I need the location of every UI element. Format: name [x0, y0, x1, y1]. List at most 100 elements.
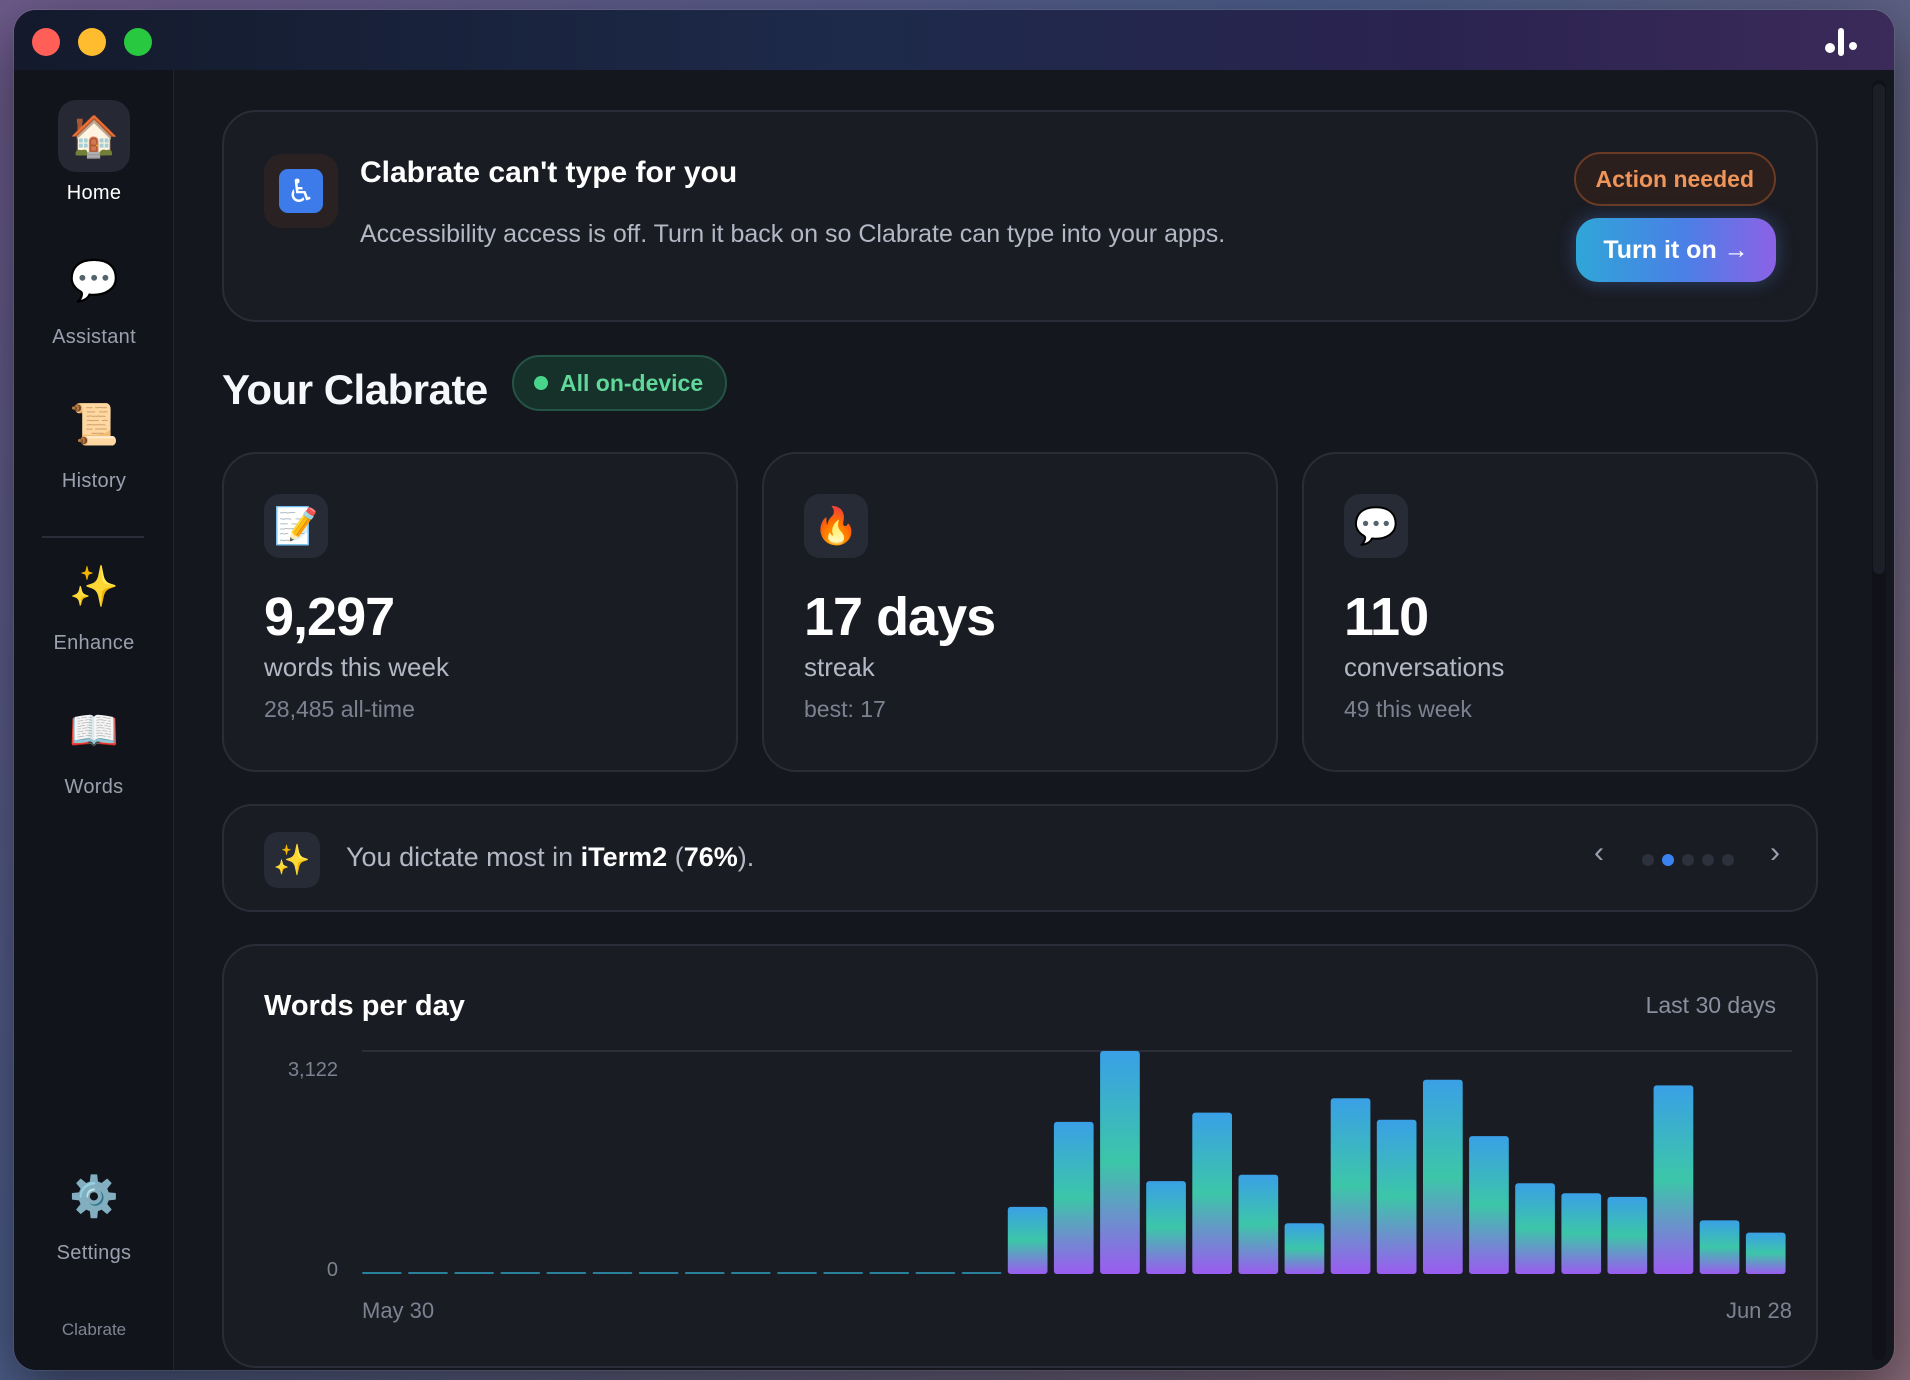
- insight-app-name: iTerm2: [580, 842, 668, 872]
- sidebar-item-label: Settings: [56, 1242, 132, 1264]
- sidebar-item-label: Words: [64, 776, 124, 798]
- status-pill-label: All on-device: [560, 370, 704, 396]
- x-axis-end-label: Jun 28: [1726, 1298, 1792, 1323]
- chart-bar[interactable]: [777, 1272, 817, 1274]
- alert-title: Clabrate can't type for you: [360, 156, 738, 189]
- sidebar-item-label: History: [61, 470, 127, 492]
- chart-bar[interactable]: [1192, 1112, 1232, 1274]
- insight-suffix: ).: [737, 842, 755, 872]
- chart-bar[interactable]: [1238, 1174, 1279, 1274]
- pagination-dot[interactable]: [1662, 854, 1674, 866]
- action-needed-badge: Action needed: [1573, 152, 1776, 206]
- zoom-window-button[interactable]: [124, 28, 152, 56]
- chart-bar[interactable]: [362, 1272, 402, 1274]
- chart-bars: [362, 1051, 1786, 1274]
- insight-text: You dictate most in iTerm2 (76%).: [346, 842, 754, 873]
- chart-bar[interactable]: [1100, 1051, 1140, 1274]
- chart-bar[interactable]: [869, 1272, 910, 1274]
- insight-card: ✨ You dictate most in iTerm2 (76%). ‹ ›: [222, 804, 1818, 912]
- chart-bar[interactable]: [1330, 1098, 1371, 1274]
- chart-bar[interactable]: [546, 1272, 587, 1274]
- y-axis-max-label: 3,122: [288, 1059, 338, 1081]
- insight-next-button[interactable]: ›: [1770, 836, 1780, 869]
- brand-footer: Clabrate: [61, 1320, 127, 1339]
- sidebar-item-settings[interactable]: ⚙️ Settings: [14, 1160, 174, 1265]
- insight-percent: 76%: [683, 842, 738, 872]
- sidebar-item-history[interactable]: 📜 History: [14, 388, 174, 493]
- chart-bar[interactable]: [454, 1272, 494, 1274]
- words-per-day-chart: 3,122 0 May 30 Jun 28: [288, 1050, 1792, 1323]
- alert-icon-container: ♿: [264, 154, 338, 228]
- chart-bar[interactable]: [961, 1272, 1002, 1274]
- section-title: Your Clabrate: [222, 366, 488, 413]
- sidebar-item-words[interactable]: 📖 Words: [14, 694, 174, 799]
- chart-bar[interactable]: [823, 1272, 863, 1274]
- chart-bar[interactable]: [1007, 1206, 1048, 1274]
- insight-prev-button[interactable]: ‹: [1594, 836, 1604, 869]
- chart-bar[interactable]: [1423, 1079, 1463, 1274]
- y-axis-min-label: 0: [327, 1259, 338, 1281]
- chart-bar[interactable]: [1376, 1119, 1417, 1274]
- sidebar-item-assistant[interactable]: 💬 Assistant: [14, 244, 174, 349]
- stat-value: 17 days: [804, 587, 996, 647]
- turn-it-on-button[interactable]: Turn it on →: [1576, 218, 1776, 282]
- sidebar-item-label: Assistant: [52, 326, 136, 348]
- pagination-dot[interactable]: [1722, 854, 1734, 866]
- x-axis-start-label: May 30: [362, 1298, 434, 1323]
- chart-bar[interactable]: [684, 1272, 725, 1274]
- chart-bar[interactable]: [408, 1272, 448, 1274]
- scrollbar-thumb[interactable]: [1873, 84, 1885, 574]
- chart-bar[interactable]: [638, 1272, 679, 1274]
- app-window: 🏠 Home 💬 Assistant 📜 History ✨ Enhance 📖…: [14, 10, 1894, 1370]
- close-window-button[interactable]: [32, 28, 60, 56]
- accessibility-icon: ♿: [279, 169, 323, 213]
- chart-bar[interactable]: [592, 1272, 633, 1274]
- stat-card-words: 📝 9,297 words this week 28,485 all-time: [222, 452, 738, 772]
- sidebar-divider: [42, 536, 144, 538]
- stat-subtext: 49 this week: [1344, 696, 1472, 722]
- stat-label: words this week: [264, 652, 449, 682]
- title-bar: [14, 10, 1894, 70]
- house-icon: 🏠: [58, 100, 130, 172]
- gear-icon: ⚙️: [69, 1174, 119, 1219]
- chart-range-label: Last 30 days: [1645, 992, 1776, 1018]
- accessibility-alert-card: ♿ Clabrate can't type for you Accessibil…: [222, 110, 1818, 322]
- stat-subtext: 28,485 all-time: [264, 696, 415, 722]
- scroll-icon: 📜: [69, 402, 119, 447]
- pagination-dot[interactable]: [1702, 854, 1714, 866]
- sidebar-item-enhance[interactable]: ✨ Enhance: [14, 550, 174, 655]
- sidebar-item-label: Home: [66, 182, 122, 204]
- chart-bar[interactable]: [1699, 1220, 1740, 1274]
- speech-bubble-icon: 💬: [69, 258, 119, 303]
- chart-bar[interactable]: [915, 1272, 956, 1274]
- sparkles-icon: ✨: [69, 564, 119, 609]
- open-book-icon: 📖: [69, 708, 119, 753]
- stat-label: streak: [804, 652, 875, 682]
- chart-title: Words per day: [264, 990, 465, 1022]
- speech-bubble-icon: 💬: [1344, 494, 1408, 558]
- chart-bar[interactable]: [1515, 1183, 1555, 1274]
- sparkles-icon: ✨: [264, 832, 320, 888]
- chart-bar[interactable]: [1653, 1085, 1694, 1274]
- chart-bar[interactable]: [1284, 1223, 1325, 1274]
- fire-icon: 🔥: [804, 494, 868, 558]
- alert-description: Accessibility access is off. Turn it bac…: [360, 220, 1226, 248]
- chart-bar[interactable]: [731, 1272, 771, 1274]
- chart-bar[interactable]: [1745, 1232, 1786, 1274]
- app-logo-icon[interactable]: [1824, 24, 1860, 58]
- chart-bar[interactable]: [1146, 1181, 1186, 1274]
- chart-bar[interactable]: [500, 1272, 541, 1274]
- pagination-dot[interactable]: [1682, 854, 1694, 866]
- stat-value: 110: [1344, 587, 1429, 647]
- pagination-dot[interactable]: [1642, 854, 1654, 866]
- insight-prefix: You dictate most in: [346, 842, 581, 872]
- chart-bar[interactable]: [1561, 1193, 1602, 1274]
- chart-bar[interactable]: [1053, 1121, 1094, 1274]
- sidebar-item-home[interactable]: 🏠 Home: [14, 100, 174, 205]
- on-device-status-pill: All on-device: [512, 355, 728, 411]
- chart-bar[interactable]: [1607, 1196, 1648, 1274]
- minimize-window-button[interactable]: [78, 28, 106, 56]
- stat-label: conversations: [1344, 652, 1505, 682]
- memo-icon: 📝: [264, 494, 328, 558]
- chart-bar[interactable]: [1469, 1136, 1509, 1274]
